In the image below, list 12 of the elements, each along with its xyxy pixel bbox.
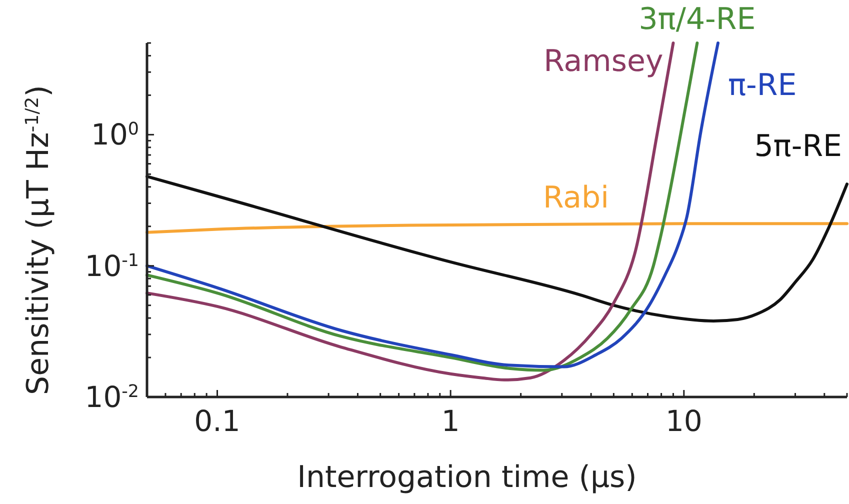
series-label: 3π/4-RE: [638, 2, 756, 37]
series-label: π-RE: [728, 68, 797, 103]
y-tick-label: 10$^{-2}$: [84, 380, 139, 414]
series-label: Ramsey: [544, 44, 664, 79]
series-label: Rabi: [542, 180, 609, 216]
x-axis-title: Interrogation time (μs): [297, 460, 637, 495]
y-tick-label: 10$^{-1}$: [84, 248, 139, 283]
x-tick-label: 10: [665, 404, 702, 438]
series-label: 5π-RE: [754, 129, 842, 164]
x-tick-label: 0.1: [194, 404, 240, 438]
y-tick-label: 10$^{0}$: [91, 118, 139, 152]
x-tick-label: 1: [441, 404, 460, 438]
